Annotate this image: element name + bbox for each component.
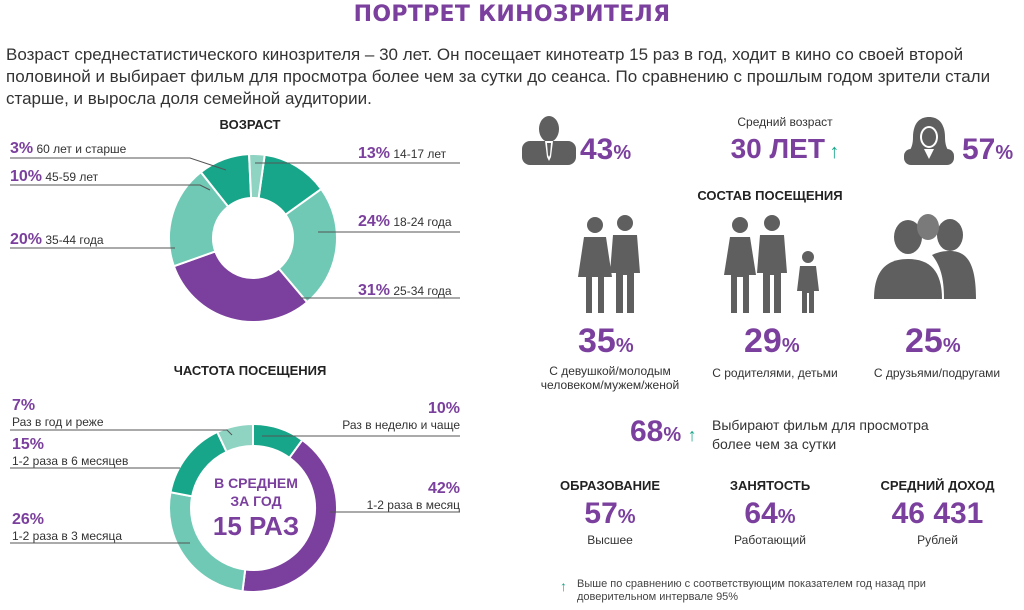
employment-block: ЗАНЯТОСТЬ 64% Работающий	[729, 478, 811, 547]
family-label: С родителями, детьми	[712, 366, 838, 380]
friends-percent: 25%	[905, 322, 961, 360]
freq-label-3months: 26% 1-2 раза в 3 месяца	[12, 511, 123, 543]
age-label-14-17: 13% 14-17 лет	[358, 145, 447, 162]
female-icon	[904, 117, 954, 165]
freq-label-yearly: 7% Раз в год и реже	[12, 397, 104, 429]
frequency-heading: ЧАСТОТА ПОСЕЩЕНИЯ	[173, 363, 327, 378]
up-arrow-icon: ↑	[687, 425, 697, 445]
page-title: ПОРТРЕТ КИНОЗРИТЕЛЯ	[353, 2, 671, 27]
freq-slice-1	[241, 438, 338, 593]
freq-slice-4	[215, 422, 254, 454]
male-percent: 43%	[580, 133, 632, 166]
frequency-donut	[168, 422, 338, 593]
age-heading: ВОЗРАСТ	[219, 117, 281, 132]
age-slice-2	[172, 250, 309, 323]
age-slice-1	[277, 187, 338, 304]
freq-label-weekly: 10% Раз в неделю и чаще	[342, 400, 460, 432]
advance-choice-percent: 68% ↑	[630, 415, 697, 448]
age-slice-5	[248, 153, 266, 200]
family-percent: 29%	[744, 322, 800, 360]
education-block: ОБРАЗОВАНИЕ 57% Высшее	[560, 478, 660, 547]
advance-choice-label: Выбирают фильм для просмотра более чем з…	[712, 417, 929, 452]
leader-lines	[10, 157, 460, 544]
income-block: СРЕДНИЙ ДОХОД 46 431 Рублей	[880, 478, 995, 547]
up-arrow-icon: ↑	[829, 141, 840, 163]
freq-label-monthly: 42% 1-2 раза в месяц	[366, 480, 460, 512]
footnote: Выше по сравнению с соответствующим пока…	[577, 578, 926, 603]
up-arrow-icon: ↑	[560, 578, 567, 594]
age-label-18-24: 24% 18-24 года	[358, 213, 452, 230]
friends-label: С друзьями/подругами	[873, 366, 1001, 380]
couple-label: С девушкой/молодым человеком/мужем/женой	[540, 364, 680, 392]
friends-icon	[874, 214, 976, 299]
freq-label-6months: 15% 1-2 раза в 6 месяцев	[12, 436, 129, 468]
family-icon	[724, 215, 819, 313]
age-label-60plus: 3% 60 лет и старше	[10, 140, 127, 157]
female-percent: 57%	[962, 133, 1014, 166]
male-icon	[522, 116, 576, 165]
intro-text: Возраст среднестатистического кинозрител…	[6, 45, 991, 108]
couple-icon	[578, 215, 640, 313]
avg-age-block: Средний возраст 30 ЛЕТ ↑	[730, 115, 840, 164]
age-label-45-59: 10% 45-59 лет	[10, 168, 99, 185]
frequency-center-text: В СРЕДНЕМ ЗА ГОД 15 РАЗ	[212, 475, 300, 541]
age-label-35-44: 20% 35-44 года	[10, 231, 104, 248]
age-donut	[168, 153, 338, 323]
visit-composition-heading: СОСТАВ ПОСЕЩЕНИЯ	[697, 188, 843, 203]
age-label-25-34: 31% 25-34 года	[358, 282, 452, 299]
couple-percent: 35%	[578, 322, 634, 360]
